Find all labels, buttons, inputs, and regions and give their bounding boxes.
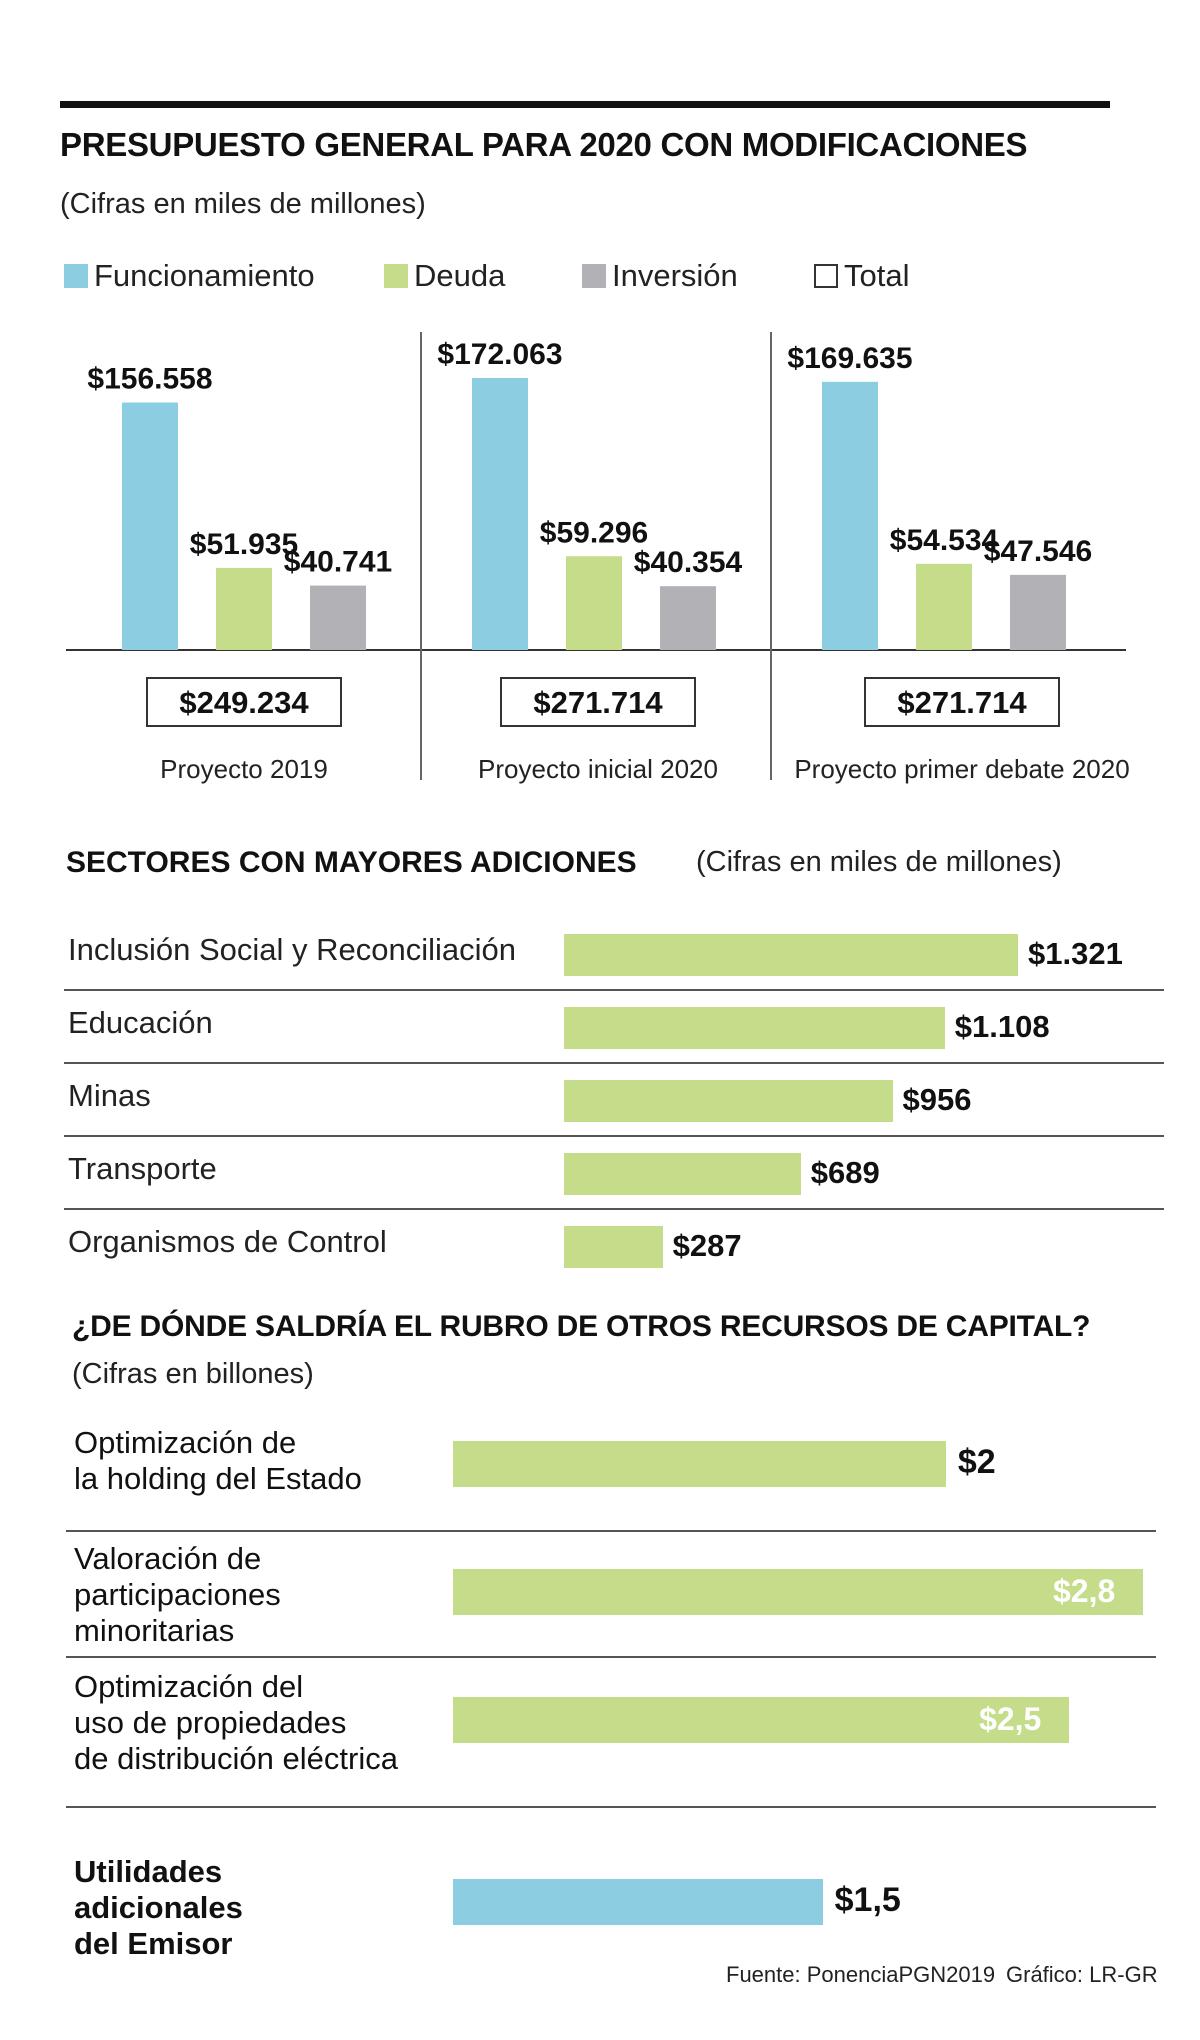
category-label: Proyecto primer debate 2020 (794, 754, 1129, 784)
legend-funcionamiento: Funcionamiento (64, 258, 315, 294)
legend-total: Total (814, 258, 909, 294)
sector-value: $287 (672, 1228, 742, 1263)
bar-funcionamiento (822, 381, 878, 650)
capital-label-line: del Emisor (74, 1926, 233, 1961)
credit-note: Gráfico: LR-GR (1006, 1962, 1158, 1987)
bar-deuda (916, 563, 972, 650)
sector-label: Educación (68, 1005, 213, 1040)
capital-label: Optimización del uso de propiedades de dis… (74, 1669, 398, 1777)
bar-value-label: $54.534 (890, 524, 999, 557)
total-box (146, 677, 342, 727)
capital-label-line: uso de propiedades (74, 1705, 347, 1740)
bar-value-label: $47.546 (984, 535, 1092, 568)
top-rule (60, 101, 1110, 108)
row-separator (64, 1208, 1164, 1210)
legend-label: Deuda (414, 258, 506, 293)
capital-label: Utilidades adicionales del Emisor (74, 1854, 243, 1962)
capital-bar (453, 1569, 1143, 1615)
legend-swatch (64, 264, 88, 288)
capital-bar (453, 1697, 1070, 1743)
sector-label: Transporte (68, 1151, 217, 1186)
sector-bar (564, 1080, 893, 1122)
capital-bar (453, 1879, 823, 1925)
capital-label: Valoración de participaciones minoritarias (74, 1541, 281, 1649)
capital-label-line: Utilidades (74, 1854, 223, 1889)
capital-label-line: Optimización del (74, 1669, 304, 1704)
capital-label-line: Valoración de (74, 1541, 262, 1576)
bar-deuda (566, 556, 622, 650)
total-box (864, 677, 1060, 727)
total-value: $271.714 (897, 685, 1027, 720)
budget-chart: $156.558 $172.063 $169.635 $51.935 $59.296 $5… (66, 332, 1130, 784)
capital-label-line: Optimización de (74, 1425, 297, 1460)
row-separator (64, 1062, 1164, 1064)
legend-deuda: Deuda (384, 258, 505, 294)
bar-inversión (660, 586, 716, 650)
sectors-title: SECTORES CON MAYORES ADICIONES (66, 846, 637, 879)
bar-value-label: $172.063 (437, 338, 562, 371)
capital-label-line: minoritarias (74, 1613, 235, 1648)
sector-value: $1.108 (954, 1009, 1050, 1044)
total-value: $271.714 (533, 685, 663, 720)
bar-value-label: $156.558 (87, 363, 212, 396)
category-label: Proyecto 2019 (160, 754, 328, 784)
bar-deuda (216, 567, 272, 650)
capital-title: ¿DE DÓNDE SALDRÍA EL RUBRO DE OTROS RECU… (72, 1310, 1091, 1343)
capital-label: Optimización de la holding del Estado (74, 1425, 362, 1497)
legend-label: Total (844, 258, 910, 293)
bar-value-label: $59.296 (540, 516, 648, 549)
bar-funcionamiento (122, 402, 178, 650)
category-label: Proyecto inicial 2020 (478, 754, 718, 784)
capital-subtitle: (Cifras en billones) (72, 1358, 314, 1390)
total-value: $249.234 (179, 685, 309, 720)
legend-label: Inversión (612, 258, 738, 293)
bar-value-label: $40.741 (284, 546, 392, 579)
sector-label: Organismos de Control (68, 1224, 387, 1259)
row-separator (66, 1530, 1156, 1532)
capital-label-line: la holding del Estado (74, 1461, 362, 1496)
sector-bar (564, 1226, 663, 1268)
sector-value: $689 (810, 1155, 880, 1190)
legend-swatch (384, 264, 408, 288)
row-separator (64, 1135, 1164, 1137)
capital-bar (453, 1441, 946, 1487)
legend-swatch (582, 264, 606, 288)
bar-inversión (1010, 574, 1066, 650)
bar-funcionamiento (472, 378, 528, 650)
page-subtitle: (Cifras en miles de millones) (60, 188, 426, 220)
sector-bar (564, 1153, 801, 1195)
row-separator (64, 989, 1164, 991)
capital-value: $2,5 (979, 1701, 1042, 1737)
page-title: PRESUPUESTO GENERAL PARA 2020 CON MODIFI… (60, 126, 1028, 163)
legend-inversion: Inversión (582, 258, 738, 294)
bar-inversión (310, 585, 366, 650)
total-box (500, 677, 696, 727)
capital-label-line: participaciones (74, 1577, 281, 1612)
sector-value: $956 (902, 1082, 972, 1117)
capital-value: $2 (957, 1443, 996, 1481)
sector-bar (564, 934, 1018, 976)
sector-label: Minas (68, 1078, 151, 1113)
capital-label-line: de distribución eléctrica (74, 1741, 398, 1776)
bar-value-label: $40.354 (634, 546, 743, 579)
row-separator (66, 1806, 1156, 1808)
sectors-subtitle: (Cifras en miles de millones) (696, 846, 1062, 878)
sector-value: $1.321 (1028, 936, 1123, 971)
bar-value-label: $169.635 (787, 342, 912, 375)
legend-swatch (814, 264, 838, 288)
capital-value: $2,8 (1053, 1573, 1116, 1609)
capital-label-line: adicionales (74, 1890, 243, 1925)
sector-bar (564, 1007, 945, 1049)
sector-label: Inclusión Social y Reconciliación (68, 932, 517, 967)
legend-label: Funcionamiento (94, 258, 315, 293)
bar-value-label: $51.935 (190, 528, 298, 561)
row-separator (66, 1656, 1156, 1658)
capital-value: $1,5 (834, 1881, 901, 1919)
source-note: Fuente: PonenciaPGN2019 (726, 1962, 996, 1987)
